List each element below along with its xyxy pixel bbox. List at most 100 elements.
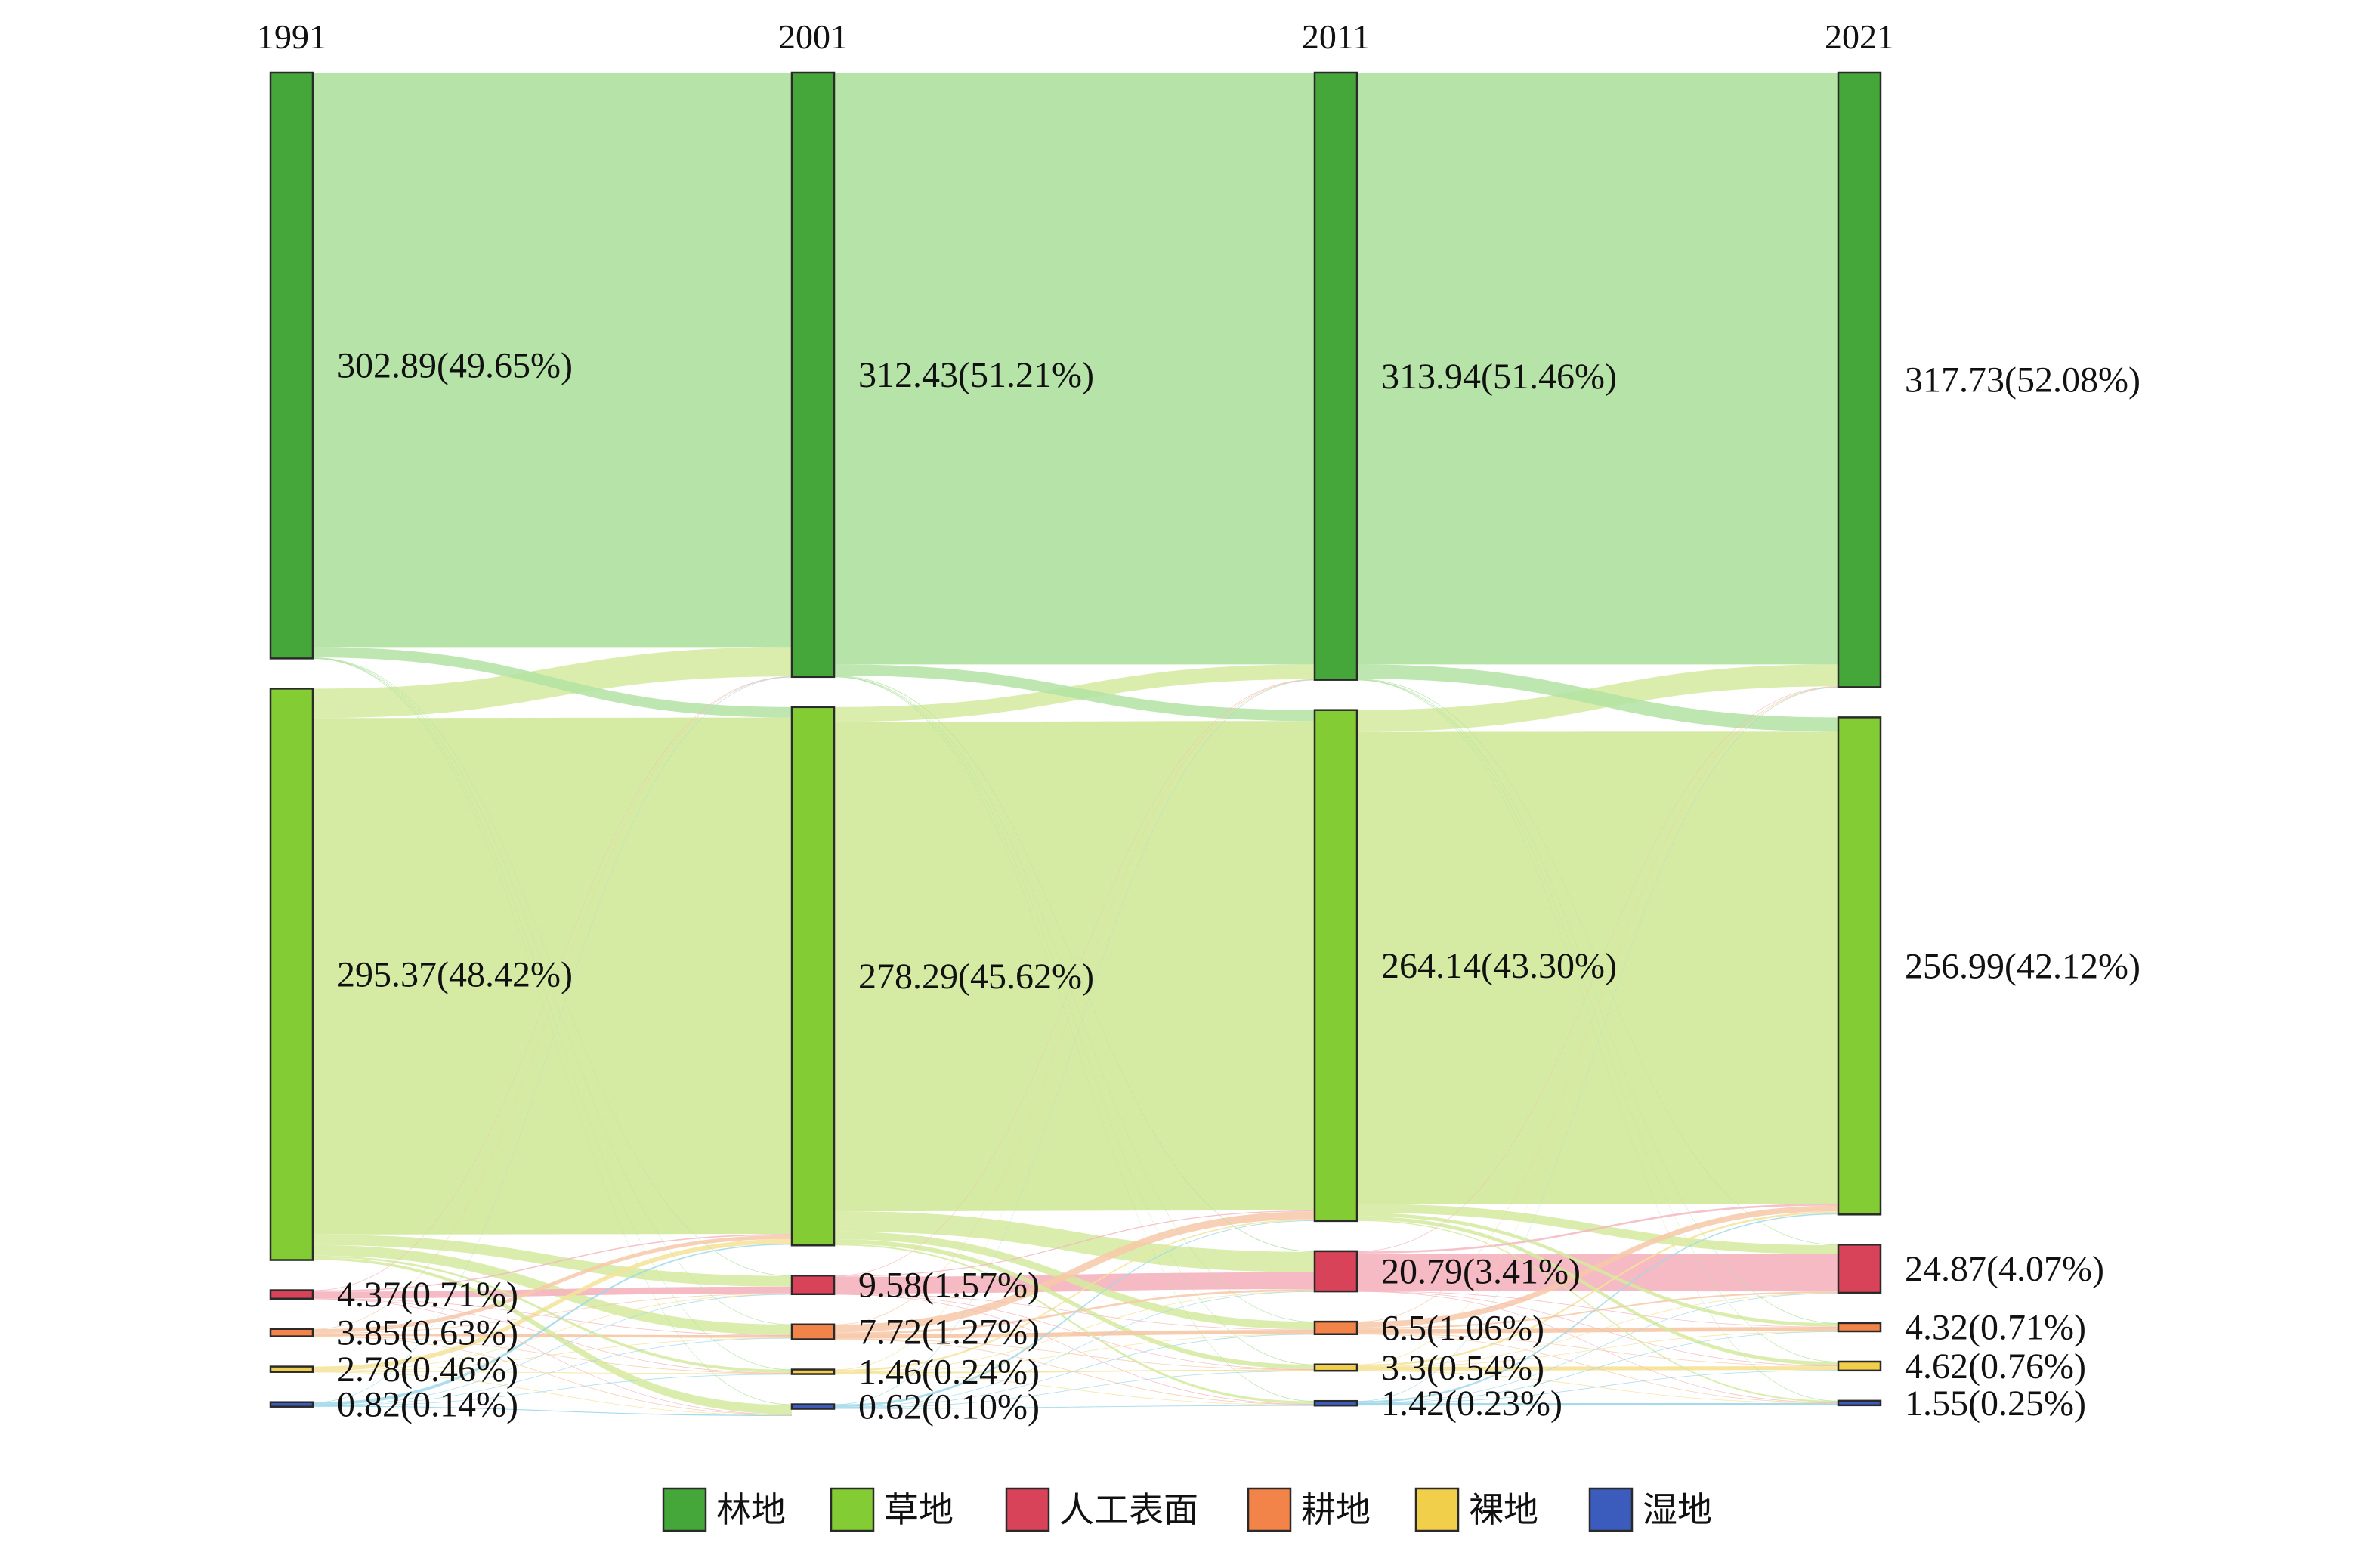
flow-grass-to-urban-2001-2011 xyxy=(834,1210,1315,1272)
year-label-1991: 1991 xyxy=(257,17,326,56)
flow-crop-to-urban-1991-2001 xyxy=(313,1293,792,1334)
flow-crop-to-bare-2001-2011 xyxy=(834,1338,1315,1371)
year-label-2021: 2021 xyxy=(1825,17,1894,56)
legend-label-crop: 耕地 xyxy=(1301,1489,1371,1530)
flow-forest-to-wetland-2001-2011 xyxy=(834,676,1315,1402)
flow-crop-to-grass-2011-2021 xyxy=(1357,1205,1838,1328)
flow-bare-to-urban-2011-2021 xyxy=(1357,1293,1838,1368)
flow-grass-to-urban-1991-2001 xyxy=(313,1234,792,1287)
flow-wetland-to-wetland-1991-2001 xyxy=(313,1405,792,1417)
flow-bare-to-forest-2001-2011 xyxy=(834,679,1315,1371)
value-label-wetland-2011: 1.42(0.23%) xyxy=(1381,1384,1562,1424)
value-label-grass-2021: 256.99(42.12%) xyxy=(1905,946,2140,986)
flow-urban-to-wetland-2011-2021 xyxy=(1357,1291,1838,1403)
year-label-2011: 2011 xyxy=(1302,17,1370,56)
flow-bare-to-grass-2001-2011 xyxy=(834,1219,1315,1372)
flow-bare-to-bare-1991-2001 xyxy=(313,1371,792,1374)
year-labels: 1991 2001 2011 2021 xyxy=(257,17,1894,56)
node-crop-2021 xyxy=(1837,1322,1882,1333)
flow-crop-to-bare-2011-2021 xyxy=(1357,1333,1838,1367)
node-urban-2001 xyxy=(790,1274,836,1296)
flow-forest-to-urban-2001-2011 xyxy=(834,675,1315,1252)
flow-wetland-to-wetland-2001-2011 xyxy=(834,1405,1315,1409)
node-crop-2001 xyxy=(790,1323,836,1340)
flow-urban-to-bare-2011-2021 xyxy=(1357,1291,1838,1366)
flow-urban-to-grass-2001-2011 xyxy=(834,1210,1315,1277)
flow-wetland-to-crop-2001-2011 xyxy=(834,1334,1315,1408)
value-label-grass-2001: 278.29(45.62%) xyxy=(858,957,1094,997)
flow-wetland-to-bare-1991-2001 xyxy=(313,1374,792,1407)
value-label-urban-2011: 20.79(3.41%) xyxy=(1381,1251,1581,1291)
legend-label-urban: 人工表面 xyxy=(1059,1489,1198,1530)
value-label-forest-2021: 317.73(52.08%) xyxy=(1905,360,2140,400)
legend-swatch-forest xyxy=(662,1487,707,1532)
flow-wetland-to-urban-2011-2021 xyxy=(1357,1293,1838,1404)
flow-bare-to-crop-1991-2001 xyxy=(313,1337,792,1372)
flow-wetland-to-urban-1991-2001 xyxy=(313,1294,792,1407)
node-forest-2001 xyxy=(790,71,836,679)
value-label-bare-2001: 1.46(0.24%) xyxy=(858,1353,1040,1393)
flow-crop-to-crop-2001-2011 xyxy=(834,1330,1315,1339)
flow-forest-to-urban-2011-2021 xyxy=(1357,679,1838,1246)
flow-bare-to-crop-2011-2021 xyxy=(1357,1331,1838,1368)
flow-wetland-to-forest-2011-2021 xyxy=(1357,687,1838,1402)
flow-wetland-to-crop-1991-2001 xyxy=(313,1337,792,1407)
flow-crop-to-wetland-2001-2011 xyxy=(834,1338,1315,1405)
flow-crop-to-wetland-2011-2021 xyxy=(1357,1334,1838,1404)
flow-forest-to-forest-2011-2021 xyxy=(1357,73,1838,665)
flow-grass-to-bare-2001-2011 xyxy=(834,1239,1315,1370)
value-label-bare-1991: 2.78(0.46%) xyxy=(337,1349,518,1390)
flow-bare-to-urban-1991-2001 xyxy=(313,1294,792,1372)
flow-urban-to-wetland-2001-2011 xyxy=(834,1294,1315,1405)
flow-urban-to-forest-2001-2011 xyxy=(834,679,1315,1277)
flow-wetland-to-wetland-2011-2021 xyxy=(1357,1403,1838,1406)
flow-urban-to-grass-2011-2021 xyxy=(1357,1203,1838,1254)
flow-forest-to-crop-2011-2021 xyxy=(1357,679,1838,1324)
flow-urban-to-bare-1991-2001 xyxy=(313,1298,792,1374)
value-label-crop-1991: 3.85(0.63%) xyxy=(337,1313,518,1353)
flow-urban-to-urban-1991-2001 xyxy=(313,1286,792,1299)
flow-urban-to-grass-1991-2001 xyxy=(313,1234,792,1292)
legend-label-wetland: 湿地 xyxy=(1643,1489,1712,1530)
legend-label-grass: 草地 xyxy=(884,1489,954,1530)
flow-wetland-to-grass-2011-2021 xyxy=(1357,1213,1838,1403)
legend-label-bare: 裸地 xyxy=(1469,1489,1538,1530)
flow-grass-to-bare-1991-2001 xyxy=(313,1255,792,1374)
value-label-urban-2021: 24.87(4.07%) xyxy=(1905,1249,2104,1289)
node-forest-2011 xyxy=(1313,71,1358,681)
flow-crop-to-forest-2011-2021 xyxy=(1357,686,1838,1322)
flow-wetland-to-forest-2001-2011 xyxy=(834,679,1315,1405)
value-label-bare-2011: 3.3(0.54%) xyxy=(1381,1348,1544,1388)
flow-wetland-to-bare-2001-2011 xyxy=(834,1371,1315,1408)
flow-forest-to-forest-2001-2011 xyxy=(834,73,1315,665)
legend-swatch-urban xyxy=(1005,1487,1050,1532)
value-label-forest-2001: 312.43(51.21%) xyxy=(858,355,1094,395)
flow-bare-to-grass-2011-2021 xyxy=(1357,1211,1838,1367)
flow-crop-to-forest-2001-2011 xyxy=(834,679,1315,1325)
value-label-bare-2021: 4.62(0.76%) xyxy=(1905,1346,2086,1387)
flow-forest-to-urban-1991-2001 xyxy=(313,657,792,1277)
node-crop-1991 xyxy=(269,1328,314,1337)
legend-item-urban: 人工表面 xyxy=(1005,1487,1198,1532)
legend-item-wetland: 湿地 xyxy=(1588,1487,1712,1532)
flow-wetland-to-grass-1991-2001 xyxy=(313,1243,792,1406)
node-grass-2021 xyxy=(1837,716,1882,1216)
flow-grass-to-wetland-2001-2011 xyxy=(834,1244,1315,1405)
flow-forest-to-grass-2001-2011 xyxy=(834,664,1315,722)
year-label-2001: 2001 xyxy=(778,17,848,56)
flow-crop-to-grass-2001-2011 xyxy=(834,1211,1315,1333)
value-label-grass-2011: 264.14(43.30%) xyxy=(1381,946,1617,986)
flow-forest-to-bare-1991-2001 xyxy=(313,657,792,1371)
flow-forest-to-grass-1991-2001 xyxy=(313,647,792,718)
node-wetland-2011 xyxy=(1313,1399,1358,1407)
flow-forest-to-bare-2011-2021 xyxy=(1357,679,1838,1362)
node-wetland-2021 xyxy=(1837,1399,1882,1407)
flow-grass-to-bare-2011-2021 xyxy=(1357,1216,1838,1366)
flow-urban-to-wetland-1991-2001 xyxy=(313,1298,792,1415)
value-label-urban-2001: 9.58(1.57%) xyxy=(858,1266,1040,1306)
value-label-forest-1991: 302.89(49.65%) xyxy=(337,346,573,386)
flow-bare-to-forest-2011-2021 xyxy=(1357,687,1838,1365)
value-label-wetland-1991: 0.82(0.14%) xyxy=(337,1385,518,1425)
flow-forest-to-crop-2001-2011 xyxy=(834,676,1315,1322)
